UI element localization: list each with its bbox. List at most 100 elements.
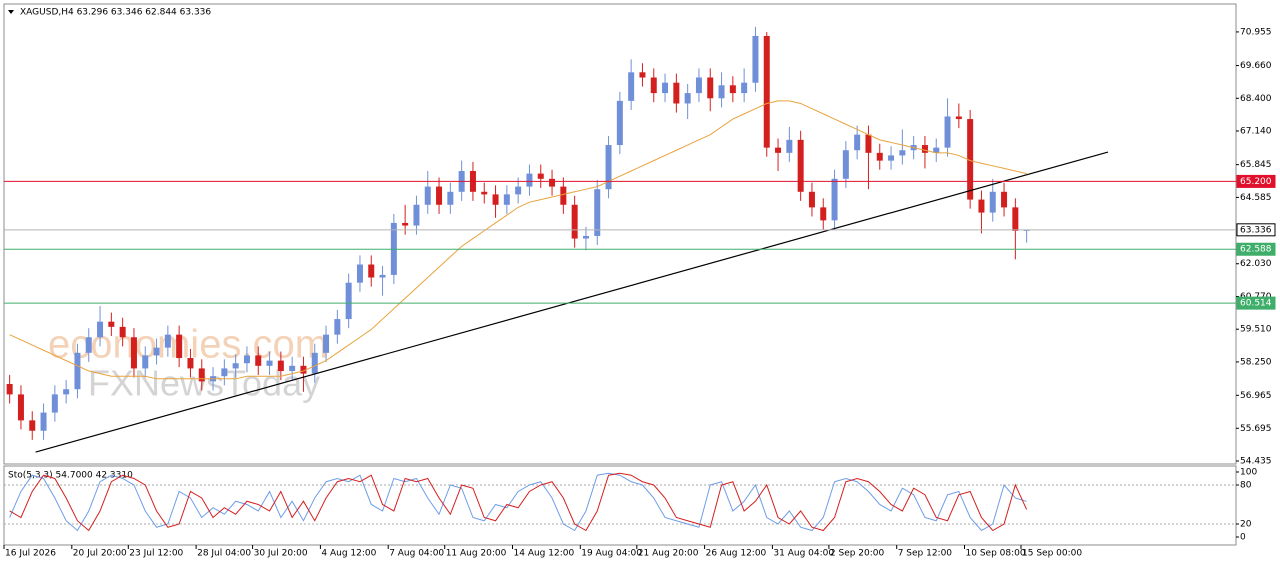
- candle-body: [978, 199, 985, 213]
- candle-body: [345, 282, 352, 320]
- candle-body: [6, 384, 13, 395]
- x-tick-label: 30 Jul 20:00: [254, 549, 308, 559]
- candle-body: [854, 134, 861, 151]
- y-tick-label: 80: [1240, 480, 1252, 490]
- candle-body: [108, 321, 115, 327]
- candle-body: [379, 274, 386, 278]
- candle-body: [413, 204, 420, 226]
- y-tick-label: 55.695: [1240, 424, 1272, 434]
- candle-body: [334, 319, 341, 335]
- candle-body: [560, 186, 567, 205]
- candle-body: [786, 139, 793, 153]
- level-label-box: [1236, 223, 1276, 237]
- candle-body: [85, 337, 92, 353]
- stoch-panel: [3, 465, 1237, 546]
- candle-body: [277, 360, 284, 372]
- candle-body: [323, 334, 330, 353]
- candle-body: [198, 368, 205, 382]
- candle-body: [142, 355, 149, 369]
- y-tick-label: 64.585: [1240, 193, 1272, 203]
- candle-body: [130, 337, 137, 369]
- candle-body: [650, 77, 657, 94]
- candle-body: [684, 93, 691, 104]
- candle-body: [187, 358, 194, 369]
- candle-body: [797, 139, 804, 192]
- candle-body: [356, 264, 363, 283]
- candle-body: [289, 365, 296, 372]
- x-tick-label: 15 Sep 00:00: [1022, 549, 1082, 559]
- candle-body: [300, 365, 307, 374]
- candle-body: [729, 85, 736, 94]
- candle-body: [752, 35, 759, 83]
- candle-body: [368, 264, 375, 278]
- stoch-line: [9, 472, 1027, 532]
- y-tick-label: 69.660: [1240, 61, 1272, 71]
- candle-body: [967, 119, 974, 200]
- x-tick-label: 20 Jul 20:00: [73, 549, 127, 559]
- main-plot: [6, 26, 1109, 453]
- candle-body: [515, 186, 522, 195]
- y-tick-label: 67.140: [1240, 127, 1272, 137]
- menu-arrow[interactable]: [8, 10, 14, 14]
- candle-body: [955, 116, 962, 120]
- candle-body: [311, 352, 318, 374]
- candle-body: [831, 178, 838, 221]
- candle-body: [164, 334, 171, 348]
- candle-body: [571, 204, 578, 239]
- chart-title: XAGUSD,H4 63.296 63.346 62.844 63.336: [20, 8, 211, 18]
- candle-body: [707, 77, 714, 99]
- candle-body: [989, 191, 996, 213]
- y-tick-label: 62.030: [1240, 259, 1272, 269]
- stoch-line: [9, 472, 1028, 532]
- main-panel: [3, 3, 1237, 465]
- candle-body: [944, 116, 951, 148]
- level-label-box: [1236, 242, 1276, 256]
- candle-body: [537, 173, 544, 179]
- candle-body: [526, 173, 533, 187]
- level-label: 63.336: [1240, 225, 1272, 235]
- y-tick-label: 59.510: [1240, 325, 1272, 335]
- candle-body: [29, 420, 36, 431]
- x-tick-label: 2 Sep 20:00: [830, 549, 885, 559]
- candle-body: [899, 150, 906, 156]
- stoch-plot: [4, 472, 1236, 532]
- y-tick-label: 56.965: [1240, 391, 1272, 401]
- x-tick-label: 10 Sep 08:00: [966, 549, 1026, 559]
- candle-body: [63, 389, 70, 395]
- level-label: 60.514: [1240, 299, 1272, 309]
- candle-body: [221, 368, 228, 377]
- candle-body: [865, 134, 872, 153]
- candle-body: [1001, 191, 1008, 208]
- trendline: [35, 151, 1109, 453]
- x-tick-label: 31 Aug 04:00: [773, 549, 834, 559]
- x-tick-label: 23 Jul 12:00: [129, 549, 183, 559]
- candle-body: [51, 394, 58, 413]
- level-label: 62.588: [1240, 245, 1272, 255]
- candle-body: [616, 100, 623, 146]
- y-tick-label: 20: [1240, 519, 1252, 529]
- candle-body: [255, 355, 262, 366]
- y-tick-label: 100: [1240, 467, 1257, 477]
- candle-body: [605, 145, 612, 190]
- candle-body: [673, 82, 680, 104]
- candle-body: [436, 186, 443, 205]
- candle-body: [775, 147, 782, 153]
- candle-body: [503, 194, 510, 205]
- y-tick-label: 65.845: [1240, 160, 1272, 170]
- candle-body: [232, 363, 239, 369]
- x-tick-label: 28 Jul 04:00: [197, 549, 251, 559]
- candle-body: [718, 85, 725, 99]
- x-tick-label: 21 Aug 20:00: [638, 549, 699, 559]
- y-tick-label: 58.250: [1240, 357, 1272, 367]
- candle-body: [40, 412, 47, 431]
- y-tick-label: 70.955: [1240, 27, 1272, 37]
- candle-body: [424, 186, 431, 205]
- level-label-box: [1236, 174, 1276, 188]
- candle-body: [639, 72, 646, 78]
- moving-average: [9, 100, 1027, 380]
- candle-body: [582, 235, 589, 239]
- candle-body: [741, 82, 748, 94]
- candle-body: [447, 191, 454, 205]
- candle-body: [1023, 229, 1030, 231]
